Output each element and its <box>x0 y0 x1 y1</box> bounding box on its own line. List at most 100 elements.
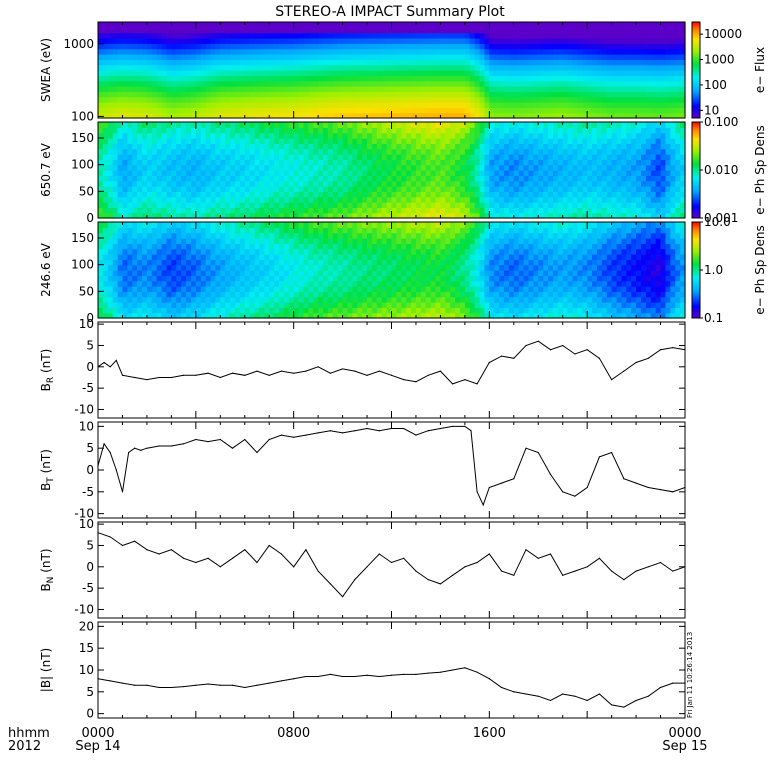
heatmap-cell <box>621 80 627 87</box>
heatmap-cell <box>112 296 119 303</box>
heatmap-cell <box>391 38 397 44</box>
heatmap-cell <box>611 148 618 155</box>
heatmap-cell <box>98 170 104 176</box>
heatmap-cell <box>469 122 476 128</box>
heatmap-cell <box>98 264 104 271</box>
heatmap-cell <box>283 86 290 92</box>
heatmap-cell <box>215 22 221 28</box>
heatmap-cell <box>562 38 569 44</box>
heatmap-cell <box>127 75 133 82</box>
heatmap-cell <box>161 102 168 108</box>
heatmap-cell <box>484 212 490 219</box>
heatmap-cell <box>631 54 637 60</box>
heatmap-cell <box>464 64 471 71</box>
heatmap-cell <box>244 54 251 60</box>
heatmap-cell <box>592 43 598 50</box>
heatmap-cell <box>587 91 593 98</box>
heatmap-cell <box>513 138 520 144</box>
heatmap-cell <box>636 175 642 182</box>
heatmap-cell <box>151 159 158 166</box>
heatmap-cell <box>137 196 143 203</box>
heatmap-cell <box>386 102 393 108</box>
heatmap-cell <box>548 170 554 176</box>
heatmap-cell <box>425 27 432 34</box>
heatmap-cell <box>230 238 236 244</box>
heatmap-cell <box>234 122 241 128</box>
heatmap-cell <box>596 43 603 50</box>
heatmap-cell <box>665 164 671 171</box>
heatmap-cell <box>249 196 256 203</box>
heatmap-cell <box>274 164 280 171</box>
heatmap-cell <box>660 22 667 28</box>
heatmap-cell <box>680 154 686 160</box>
heatmap-cell <box>631 43 637 50</box>
heatmap-cell <box>572 122 578 128</box>
heatmap-cell <box>205 75 212 82</box>
heatmap-cell <box>225 154 231 160</box>
heatmap-cell <box>342 70 349 76</box>
heatmap-cell <box>107 238 114 244</box>
heatmap-cell <box>538 154 544 160</box>
heatmap-cell <box>616 154 623 160</box>
heatmap-cell <box>371 86 378 92</box>
heatmap-cell <box>239 280 246 287</box>
heatmap-cell <box>479 107 486 114</box>
heatmap-cell <box>181 159 187 166</box>
heatmap-cell <box>445 64 451 71</box>
heatmap-cell <box>430 64 437 71</box>
heatmap-cell <box>543 38 549 44</box>
heatmap-cell <box>670 70 676 76</box>
heatmap-cell <box>430 132 437 139</box>
heatmap-cell <box>225 143 231 150</box>
heatmap-cell <box>244 86 251 92</box>
heatmap-cell <box>166 296 172 303</box>
heatmap-cell <box>205 112 212 119</box>
heatmap-cell <box>244 48 251 55</box>
heatmap-cell <box>391 75 397 82</box>
heatmap-cell <box>494 191 500 198</box>
heatmap-cell <box>171 254 177 260</box>
heatmap-cell <box>376 122 383 128</box>
heatmap-cell <box>523 75 530 82</box>
heatmap-cell <box>220 212 226 219</box>
heatmap-cell <box>142 180 148 187</box>
heatmap-cell <box>371 175 378 182</box>
heatmap-cell <box>616 38 623 44</box>
heatmap-cell <box>98 91 104 98</box>
heatmap-cell <box>230 122 236 128</box>
heatmap-cell <box>98 232 104 239</box>
heatmap-cell <box>303 138 309 144</box>
heatmap-cell <box>151 248 158 255</box>
heatmap-cell <box>357 164 363 171</box>
heatmap-cell <box>464 159 471 166</box>
heatmap-cell <box>176 175 182 182</box>
heatmap-cell <box>435 91 442 98</box>
heatmap-cell <box>225 122 231 128</box>
heatmap-cell <box>156 80 163 87</box>
heatmap-cell <box>494 107 500 114</box>
heatmap-cell <box>621 112 627 119</box>
heatmap-cell <box>381 196 388 203</box>
heatmap-cell <box>411 202 417 208</box>
heatmap-cell <box>190 102 197 108</box>
heatmap-cell <box>313 143 319 150</box>
heatmap-cell <box>142 291 148 298</box>
heatmap-cell <box>396 75 402 82</box>
heatmap-cell <box>650 191 657 198</box>
heatmap-cell <box>626 59 632 66</box>
heatmap-cell <box>611 138 618 144</box>
heatmap-cell <box>499 148 505 155</box>
heatmap-cell <box>538 22 544 28</box>
heatmap-cell <box>190 280 197 287</box>
heatmap-cell <box>225 280 231 287</box>
heatmap-cell <box>166 159 172 166</box>
heatmap-cell <box>371 207 378 214</box>
heatmap-cell <box>474 170 481 176</box>
heatmap-cell <box>592 96 598 103</box>
heatmap-cell <box>132 143 138 150</box>
heatmap-cell <box>127 275 133 282</box>
heatmap-cell <box>445 180 451 187</box>
heatmap-cell <box>670 48 676 55</box>
heatmap-cell <box>587 159 593 166</box>
heatmap-cell <box>323 143 329 150</box>
